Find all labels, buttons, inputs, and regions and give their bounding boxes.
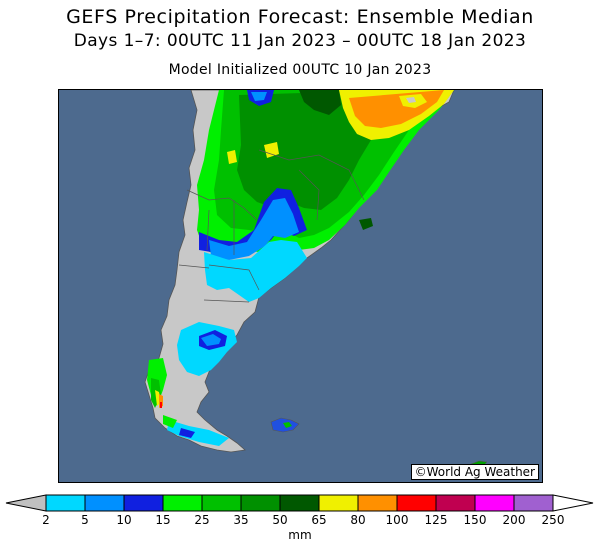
precip-shading	[147, 90, 454, 446]
colorbar-swatch	[84, 494, 125, 512]
colorbar-tick-label: 80	[350, 513, 366, 527]
colorbar-tick-label: 100	[385, 513, 409, 527]
model-init-label: Model Initialized 00UTC 10 Jan 2023	[168, 62, 432, 78]
colorbar-swatch	[318, 494, 359, 512]
colorbar-swatch	[513, 494, 554, 512]
map-subtitle: Days 1–7: 00UTC 11 Jan 2023 – 00UTC 18 J…	[73, 31, 527, 51]
colorbar-swatch	[279, 494, 320, 512]
map-graphic	[144, 90, 488, 468]
colorbar-tick-label: 200	[502, 513, 526, 527]
credit-label: ©World Ag Weather	[410, 464, 539, 480]
colorbar-tick-label: 150	[463, 513, 487, 527]
colorbar-swatch	[357, 494, 398, 512]
colorbar-below-arrow	[5, 494, 47, 512]
colorbar-unit: mm	[288, 528, 312, 542]
colorbar-tick-label: 5	[81, 513, 89, 527]
colorbar-tick-label: 35	[233, 513, 249, 527]
colorbar-swatch	[240, 494, 281, 512]
colorbar-swatch	[396, 494, 437, 512]
colorbar-swatch	[123, 494, 164, 512]
colorbar-tick-label: 15	[155, 513, 171, 527]
colorbar-swatch	[45, 494, 86, 512]
colorbar-tick-label: 65	[311, 513, 327, 527]
colorbar-tick-label: 50	[272, 513, 288, 527]
political-borders	[178, 149, 365, 303]
colorbar	[5, 494, 594, 512]
colorbar-swatch	[474, 494, 515, 512]
colorbar-tick-label: 125	[424, 513, 448, 527]
colorbar-tick-label: 250	[541, 513, 565, 527]
map-title: GEFS Precipitation Forecast: Ensemble Me…	[66, 6, 534, 28]
colorbar-tick-label: 25	[194, 513, 210, 527]
colorbar-swatch	[201, 494, 242, 512]
colorbar-swatch	[162, 494, 203, 512]
colorbar-tick-label: 2	[42, 513, 50, 527]
colorbar-tick-label: 10	[116, 513, 132, 527]
colorbar-swatch	[435, 494, 476, 512]
precipitation-map: ©World Ag Weather	[58, 89, 543, 483]
colorbar-above-arrow	[552, 494, 594, 512]
